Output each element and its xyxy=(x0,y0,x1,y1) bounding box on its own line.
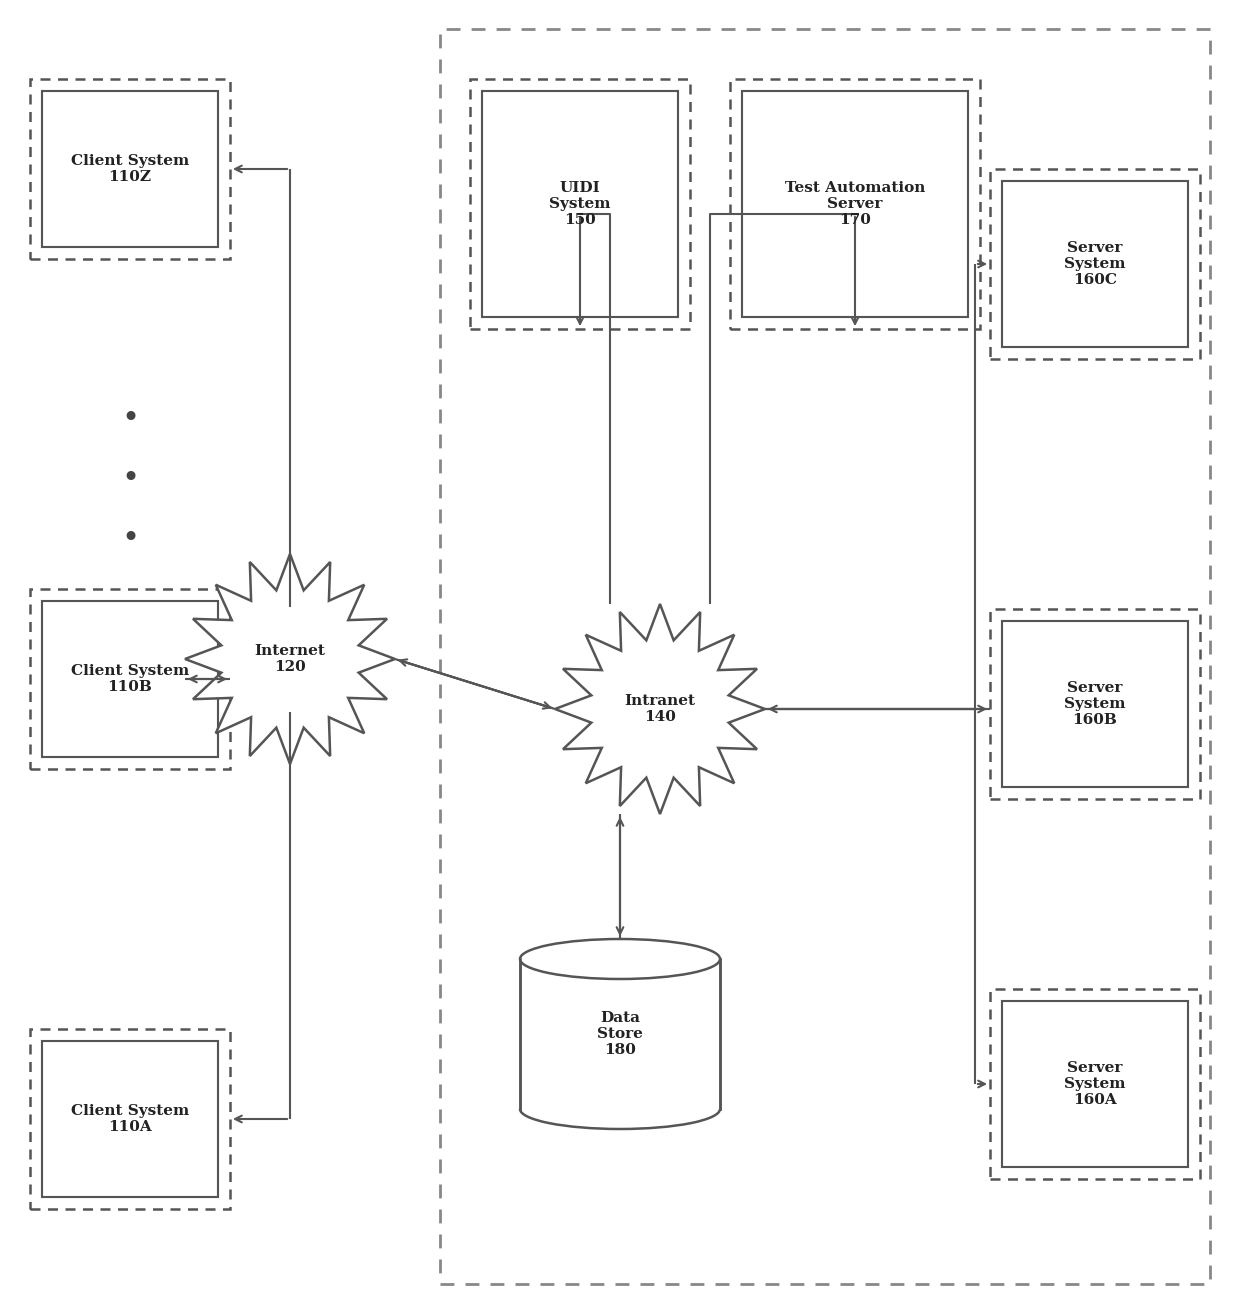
Text: Data
Store
180: Data Store 180 xyxy=(598,1011,642,1058)
Text: Server
System
160A: Server System 160A xyxy=(1064,1060,1126,1107)
Text: UIDI
System
150: UIDI System 150 xyxy=(549,181,611,228)
Text: Client System
110Z: Client System 110Z xyxy=(71,154,190,185)
Bar xyxy=(440,29,1210,1284)
Bar xyxy=(42,601,218,757)
Bar xyxy=(990,169,1200,359)
Bar xyxy=(1002,620,1188,787)
Bar xyxy=(30,1029,229,1210)
Bar xyxy=(42,92,218,247)
Text: Server
System
160C: Server System 160C xyxy=(1064,241,1126,287)
Bar xyxy=(42,1041,218,1196)
Text: •: • xyxy=(122,525,139,554)
Bar xyxy=(482,92,678,317)
Bar xyxy=(990,990,1200,1179)
Polygon shape xyxy=(556,603,765,814)
Bar xyxy=(1002,1001,1188,1168)
Bar xyxy=(742,92,968,317)
Bar xyxy=(730,79,980,329)
Text: •: • xyxy=(122,404,139,433)
Text: •: • xyxy=(122,465,139,493)
Bar xyxy=(30,79,229,259)
Polygon shape xyxy=(185,554,396,764)
Bar xyxy=(520,959,720,1109)
Text: Client System
110A: Client System 110A xyxy=(71,1103,190,1134)
Text: Internet
120: Internet 120 xyxy=(254,644,325,674)
Bar xyxy=(990,609,1200,798)
Text: Client System
110B: Client System 110B xyxy=(71,664,190,694)
Bar xyxy=(470,79,689,329)
Text: Server
System
160B: Server System 160B xyxy=(1064,681,1126,728)
Ellipse shape xyxy=(520,939,720,979)
Text: Intranet
140: Intranet 140 xyxy=(625,694,696,724)
Bar xyxy=(30,589,229,768)
Bar xyxy=(1002,181,1188,347)
Text: Test Automation
Server
170: Test Automation Server 170 xyxy=(785,181,925,228)
